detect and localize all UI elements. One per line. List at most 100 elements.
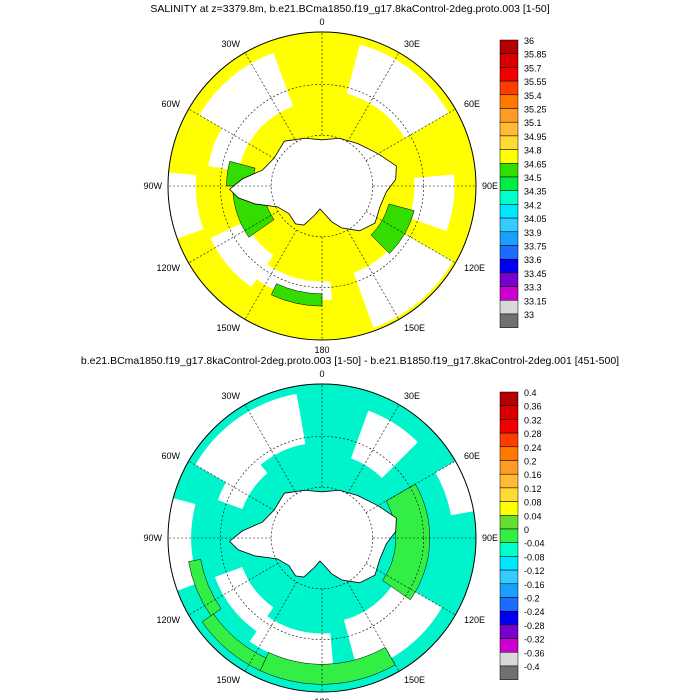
colorbar-label: 35.85	[524, 50, 547, 60]
colorbar-label: 0.36	[524, 402, 542, 412]
no-data-region	[435, 461, 474, 516]
colorbar-swatch	[499, 473, 519, 489]
colorbar-label: -0.24	[524, 607, 545, 617]
meridian-line	[244, 52, 297, 143]
colorbar-swatch	[499, 501, 519, 516]
colorbar-swatch	[499, 39, 519, 54]
meridian-line	[365, 563, 456, 616]
longitude-label: 30W	[221, 391, 240, 401]
colorbar-swatch	[499, 556, 519, 571]
meridian-line	[365, 211, 456, 264]
colorbar-swatch	[499, 94, 519, 109]
colorbar-swatch	[499, 286, 519, 301]
colorbar-label: 0.32	[524, 415, 542, 425]
colorbar-label: -0.4	[524, 662, 540, 672]
longitude-label: 150W	[216, 323, 240, 333]
colorbar-swatch	[499, 258, 519, 274]
meridian-line	[244, 581, 297, 672]
no-data-region	[208, 111, 258, 172]
meridian-line	[365, 460, 456, 513]
longitude-label: 60W	[161, 99, 180, 109]
meridian-line	[347, 404, 400, 495]
colorbar-label: -0.32	[524, 635, 545, 645]
colorbar-swatch	[499, 231, 519, 246]
meridian-line	[188, 563, 279, 616]
shelf-band	[270, 283, 323, 307]
colorbar-label: 33	[524, 310, 534, 320]
longitude-label: 120W	[156, 615, 180, 625]
longitude-label: 0	[319, 17, 324, 27]
antarctica-landmass	[229, 489, 397, 584]
colorbar-label: 34.8	[524, 146, 542, 156]
colorbar-swatch	[499, 665, 519, 680]
map-boundary	[167, 31, 477, 341]
meridian-line	[188, 211, 279, 264]
longitude-label: 180	[314, 697, 329, 700]
no-data-region	[350, 410, 418, 479]
panel-1-title: SALINITY at z=3379.8m, b.e21.BCma1850.f1…	[150, 3, 550, 15]
colorbar-label: 0.12	[524, 484, 542, 494]
colorbar-label: 0.2	[524, 457, 537, 467]
colorbar-label: 35.4	[524, 91, 542, 101]
meridian-line	[188, 108, 279, 161]
map-boundary	[167, 383, 477, 693]
colorbar-swatch	[499, 67, 519, 82]
colorbar-swatch	[499, 272, 519, 287]
longitude-label: 60W	[161, 451, 180, 461]
colorbar-swatch	[499, 597, 519, 612]
colorbar-swatch	[499, 53, 519, 68]
no-data-region	[214, 566, 274, 632]
colorbar-label: -0.12	[524, 566, 545, 576]
meridian-line	[365, 108, 456, 161]
longitude-label: 90E	[482, 533, 498, 543]
no-data-region	[346, 44, 449, 139]
colorbar-label: -0.2	[524, 594, 540, 604]
colorbar-label: -0.28	[524, 621, 545, 631]
colorbar-label: -0.16	[524, 580, 545, 590]
no-data-region	[408, 174, 455, 232]
colorbar-swatch	[499, 204, 519, 219]
colorbar-swatch	[499, 80, 519, 96]
panel-2-title: b.e21.BCma1850.f19_g17.8kaControl-2deg.p…	[80, 355, 620, 367]
colorbar-label: -0.04	[524, 539, 545, 549]
longitude-label: 90W	[143, 533, 162, 543]
colorbar-label: 35.7	[524, 63, 542, 73]
colorbar-label: 33.15	[524, 296, 547, 306]
colorbar-swatch	[499, 149, 519, 164]
colorbar-label: -0.36	[524, 648, 545, 658]
no-data-region	[168, 172, 204, 239]
meridian-line	[347, 52, 400, 143]
meridian-line	[347, 229, 400, 320]
colorbar-label: 0.24	[524, 443, 542, 453]
longitude-label: 90E	[482, 181, 498, 191]
colorbar-1: 36 35.85 35.7 35.55 35.4 35.25 35.1 34.95 34.8 34…	[499, 36, 547, 328]
colorbar-swatch	[499, 190, 519, 205]
colorbar-swatch	[499, 419, 519, 434]
colorbar-swatch	[499, 515, 519, 530]
colorbar-label: 0	[524, 525, 529, 535]
meridian-line	[244, 229, 297, 320]
colorbar-swatch	[499, 583, 519, 598]
colorbar-label: 35.1	[524, 118, 542, 128]
colorbar-swatch	[499, 313, 519, 328]
longitude-label: 30E	[404, 39, 420, 49]
meridian-line	[244, 404, 297, 495]
colorbar-label: 33.3	[524, 283, 542, 293]
no-data-region	[195, 393, 306, 491]
longitude-label: 120E	[464, 263, 485, 273]
antarctica-landmass	[229, 137, 397, 232]
longitude-label: 120W	[156, 263, 180, 273]
colorbar-swatch	[499, 391, 519, 406]
colorbar-label: 34.65	[524, 159, 547, 169]
colorbar-swatch	[499, 460, 519, 475]
colorbar-label: 34.5	[524, 173, 542, 183]
longitude-label: 120E	[464, 615, 485, 625]
longitude-label: 180	[314, 345, 329, 355]
colorbar-label: 0.28	[524, 429, 542, 439]
colorbar-swatch	[499, 624, 519, 639]
no-data-region	[210, 221, 274, 287]
colorbar-label: 33.9	[524, 228, 542, 238]
colorbar-swatch	[499, 405, 519, 420]
colorbar-swatch	[499, 432, 519, 448]
meridian-line	[347, 581, 400, 672]
